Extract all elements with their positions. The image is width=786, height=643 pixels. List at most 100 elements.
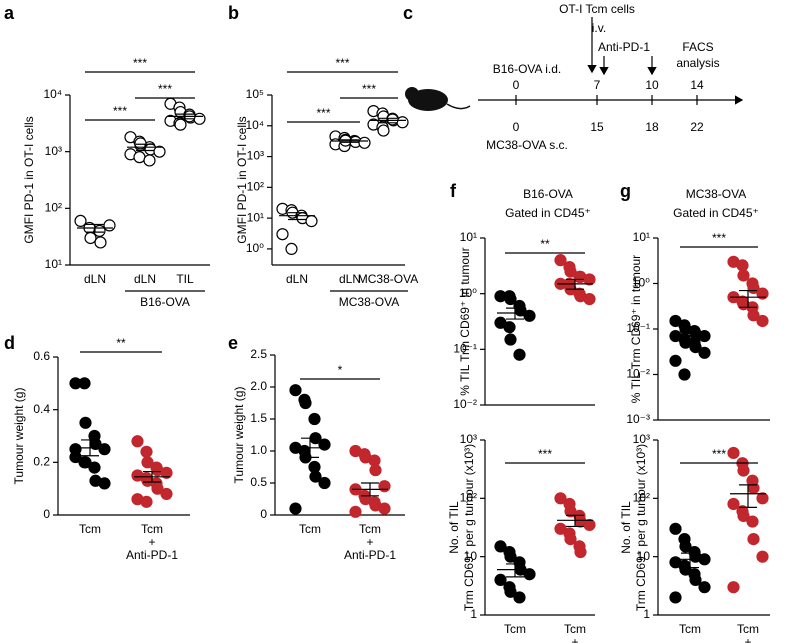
error-bar <box>739 484 757 508</box>
y-axis-label: GMFI PD-1 in OT-I cells <box>235 116 249 243</box>
x-tick-label: Tcm <box>141 522 163 536</box>
x-tick-label: Tcm <box>359 522 381 536</box>
data-point <box>756 287 769 300</box>
data-point <box>98 477 111 490</box>
x-tick-label: Anti-PD-1 <box>126 548 178 562</box>
data-point <box>140 495 153 508</box>
group-label: B16-OVA <box>140 295 190 309</box>
y-axis-label: Tumour weight (g) <box>12 388 26 485</box>
error-bar <box>86 223 104 233</box>
y-tick-label: 10⁰ <box>632 276 650 290</box>
data-point <box>669 354 682 367</box>
group-label: MC38-OVA <box>339 295 399 309</box>
data-point <box>727 446 740 460</box>
y-tick-label: 10² <box>247 180 264 194</box>
data-point <box>153 145 166 158</box>
significance-label: ** <box>540 237 550 251</box>
data-point <box>746 515 759 528</box>
data-point <box>574 545 587 559</box>
day-label: 7 <box>594 78 601 92</box>
x-tick-label: dLN <box>339 272 361 286</box>
significance-label: *** <box>712 447 726 461</box>
error-bar <box>681 552 699 569</box>
data-point <box>378 480 391 493</box>
y-tick-label: 0.2 <box>33 455 50 469</box>
data-point <box>504 585 517 598</box>
y-tick-label: 10⁴ <box>245 118 264 132</box>
data-point <box>349 505 362 518</box>
x-tick-label: Tcm <box>79 522 101 536</box>
panel-letter: d <box>4 333 15 353</box>
error-bar <box>341 139 359 143</box>
day-label: 10 <box>645 78 659 92</box>
data-point <box>160 466 173 479</box>
data-point <box>160 487 173 501</box>
x-tick-label: Tcm <box>564 622 586 636</box>
data-point <box>318 476 331 490</box>
day-label: 18 <box>645 120 659 134</box>
y-tick-label: 0.4 <box>33 402 50 416</box>
timeline: c B16-OVA i.d. 0 7 10 14 0 15 18 22 MC38… <box>403 2 744 152</box>
data-point <box>79 456 92 469</box>
y-tick-label: 0.6 <box>33 349 50 363</box>
y-tick-label: 10 <box>637 549 651 563</box>
y-axis-label: Trm CD69⁺ per g tumour (x10³) <box>462 444 476 611</box>
data-point <box>513 348 526 361</box>
data-point <box>377 124 390 137</box>
chart-title: B16-OVA <box>523 187 573 201</box>
x-tick-label: dLN <box>84 272 106 286</box>
data-point <box>698 346 711 359</box>
y-tick-label: 10¹ <box>247 210 264 224</box>
data-point <box>103 219 116 232</box>
data-point <box>151 482 164 495</box>
data-point <box>504 333 517 346</box>
data-point <box>689 341 702 354</box>
data-point <box>141 456 154 469</box>
y-tick-label: 0 <box>43 507 50 521</box>
data-point <box>93 224 106 237</box>
error-bar <box>566 514 584 528</box>
error-bar <box>379 117 397 124</box>
timeline-label: B16-OVA i.d. <box>493 62 561 76</box>
x-tick-label: Tcm <box>299 522 321 536</box>
y-axis-label: % TIL Trm CD69⁺ in tumour <box>629 255 643 403</box>
y-tick-label: 0 <box>260 507 267 521</box>
data-point <box>698 329 711 343</box>
x-tick-label: + <box>744 635 751 643</box>
data-point <box>554 254 567 267</box>
significance-label: *** <box>538 447 552 461</box>
data-point <box>583 292 596 306</box>
data-point <box>289 384 302 397</box>
data-point <box>134 137 147 150</box>
panel-letter: c <box>403 3 413 23</box>
significance-label: *** <box>335 56 349 70</box>
y-tick-label: 1 <box>643 607 650 621</box>
error-bar <box>136 143 154 152</box>
error-bar <box>566 278 584 290</box>
y-tick-label: 10⁵ <box>246 87 264 101</box>
significance-label: *** <box>158 82 172 96</box>
timeline-label: OT-I Tcm cells <box>559 2 635 16</box>
data-point <box>727 497 740 511</box>
data-point <box>369 464 382 477</box>
error-bar <box>288 212 306 221</box>
error-bar <box>506 307 524 320</box>
y-axis-label: GMFI PD-1 in OT-I cells <box>22 116 36 243</box>
y-tick-label: 10⁰ <box>459 286 477 300</box>
significance-label: *** <box>316 106 330 120</box>
data-point <box>299 396 312 410</box>
x-tick-label: dLN <box>286 272 308 286</box>
y-axis-label: No. of TIL <box>619 501 633 554</box>
data-point <box>285 242 298 256</box>
data-point <box>193 112 206 125</box>
data-point <box>309 470 322 483</box>
y-axis-label: % TIL Trm CD69⁺ in tumour <box>458 247 472 395</box>
mouse-tail <box>446 103 471 110</box>
significance-label: ** <box>116 336 126 350</box>
data-point <box>756 314 769 328</box>
chart-subtitle: Gated in CD45⁺ <box>505 206 591 220</box>
x-tick-label: + <box>148 535 155 549</box>
data-point <box>503 321 516 334</box>
